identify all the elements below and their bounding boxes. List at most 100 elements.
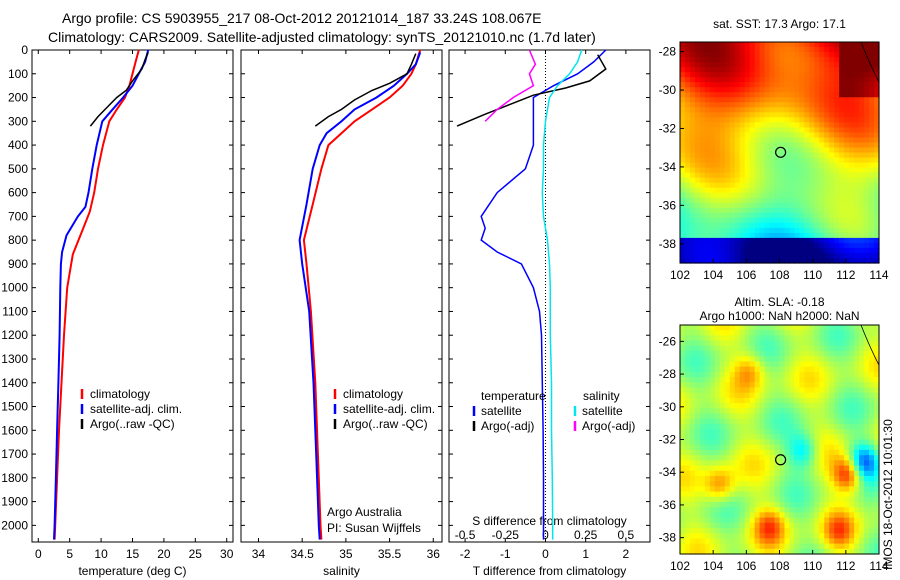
- map-cell: [874, 548, 880, 555]
- y-tick-label: 700: [8, 209, 28, 223]
- map-cell: [749, 423, 756, 430]
- map-cell: [849, 496, 855, 503]
- map-cell: [699, 548, 706, 555]
- map-cell: [834, 403, 840, 409]
- map-cell: [854, 434, 860, 441]
- map-cell: [824, 227, 830, 234]
- map-cell: [754, 371, 761, 378]
- map-cell: [814, 217, 820, 224]
- map-cell: [739, 52, 746, 58]
- map-cell: [789, 512, 796, 519]
- map-cell: [829, 82, 835, 88]
- map-cell: [784, 444, 791, 451]
- map-cell: [749, 371, 756, 378]
- map-cell: [789, 172, 796, 179]
- map-cell: [804, 330, 810, 336]
- map-cell: [749, 548, 756, 555]
- map-cell: [854, 77, 860, 83]
- map-cell: [729, 444, 736, 451]
- map-cell: [819, 62, 825, 68]
- map-cell: [739, 172, 746, 179]
- map-cell: [680, 340, 686, 347]
- map-cell: [714, 137, 721, 144]
- map-cell: [744, 212, 751, 219]
- map-cell: [684, 460, 691, 467]
- map-cell: [719, 152, 726, 159]
- map-cell: [854, 548, 860, 555]
- map-cell: [819, 444, 825, 451]
- map-cell: [829, 202, 835, 209]
- y-tick-label: 400: [8, 138, 28, 152]
- map-cell: [734, 423, 741, 430]
- map-cell: [839, 382, 845, 389]
- map-cell: [784, 152, 791, 159]
- map-cell: [859, 222, 865, 229]
- x-tick-label: 0: [542, 547, 549, 561]
- map-cell: [834, 87, 840, 93]
- map-cell: [759, 418, 766, 425]
- map-cell: [819, 167, 825, 174]
- map-cell: [839, 177, 845, 184]
- map-cell: [744, 345, 751, 352]
- map-cell: [689, 92, 696, 98]
- map-cell: [680, 237, 686, 244]
- map-cell: [799, 142, 805, 149]
- map-cell: [859, 413, 865, 420]
- map-cell: [749, 257, 756, 264]
- map-cell: [764, 132, 771, 139]
- map-cell: [839, 247, 845, 254]
- map-cell: [849, 187, 855, 194]
- map-cell: [804, 413, 810, 420]
- map-cell: [694, 439, 701, 446]
- map-cell: [744, 470, 751, 477]
- map-cell: [824, 232, 830, 239]
- map-cell: [799, 47, 805, 53]
- map-title: sat. SST: 17.3 Argo: 17.1: [713, 17, 846, 31]
- map-cell: [874, 496, 880, 503]
- map-cell: [809, 142, 815, 149]
- map-cell: [819, 470, 825, 477]
- map-cell: [684, 102, 691, 108]
- map-cell: [714, 413, 721, 420]
- map-cell: [699, 377, 706, 383]
- map-cell: [764, 408, 771, 415]
- map-cell: [784, 137, 791, 144]
- map-cell: [724, 167, 731, 174]
- map-cell: [869, 87, 875, 93]
- map-cell: [769, 137, 776, 144]
- map-cell: [784, 92, 791, 98]
- map-cell: [854, 501, 860, 508]
- map-cell: [729, 107, 736, 113]
- map-cell: [699, 439, 706, 446]
- map-cell: [744, 132, 751, 139]
- map-cell: [729, 152, 736, 159]
- map-cell: [680, 330, 686, 336]
- series-line-2-3: [314, 53, 417, 127]
- map-cell: [709, 247, 716, 254]
- map-cell: [779, 77, 786, 83]
- map-cell: [789, 330, 796, 336]
- map-cell: [779, 335, 786, 342]
- map-cell: [864, 257, 870, 264]
- map-cell: [824, 491, 830, 498]
- map-cell: [799, 167, 805, 174]
- map-cell: [834, 227, 840, 234]
- map-cell: [859, 522, 865, 529]
- map-cell: [869, 548, 875, 555]
- map-cell: [809, 491, 815, 498]
- map-cell: [684, 371, 691, 378]
- map-cell: [724, 187, 731, 194]
- map-cell: [704, 371, 711, 378]
- map-cell: [689, 382, 696, 389]
- map-cell: [839, 217, 845, 224]
- map-cell: [689, 157, 696, 164]
- map-cell: [724, 361, 731, 368]
- map-cell: [834, 382, 840, 389]
- map-cell: [764, 548, 771, 555]
- map-cell: [854, 413, 860, 420]
- map-cell: [729, 455, 736, 461]
- map-cell: [834, 460, 840, 467]
- map-cell: [799, 538, 805, 545]
- map-cell: [724, 82, 731, 88]
- map-cell: [859, 82, 865, 88]
